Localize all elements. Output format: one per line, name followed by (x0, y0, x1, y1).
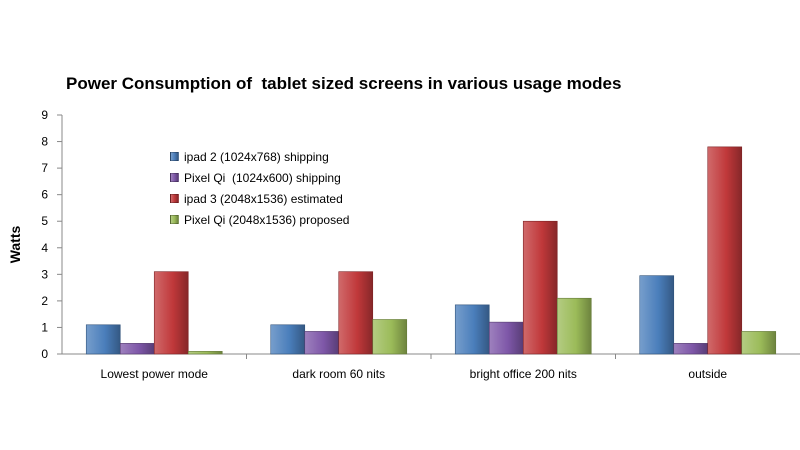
bar (556, 297, 592, 355)
bar (304, 331, 340, 355)
legend-swatch (170, 173, 179, 182)
bar (85, 324, 121, 355)
bar (741, 331, 777, 355)
legend-item: Pixel Qi (2048x1536) proposed (170, 209, 349, 230)
x-tick-label: outside (688, 367, 727, 381)
bar (488, 321, 524, 355)
legend: ipad 2 (1024x768) shipping Pixel Qi (1024… (170, 146, 349, 230)
y-tick-label: 0 (41, 347, 48, 361)
chart-title: Power Consumption of tablet sized screen… (66, 74, 622, 93)
x-tick-label: dark room 60 nits (292, 367, 385, 381)
bar (639, 275, 675, 355)
bars (85, 146, 777, 355)
bar (454, 304, 490, 355)
legend-swatch (170, 194, 179, 203)
y-axis-title: Watts (7, 225, 23, 263)
y-tick-label: 2 (41, 294, 48, 308)
legend-swatch (170, 215, 179, 224)
y-tick-label: 4 (41, 241, 48, 255)
bar (187, 351, 223, 355)
labels: 0 1 2 3 4 5 6 7 8 9 Watts Lowest power mode dark roo… (7, 108, 727, 381)
x-tick-label: Lowest power mode (101, 367, 209, 381)
bar (673, 343, 709, 355)
y-tick-label: 7 (41, 161, 48, 175)
y-tick-label: 6 (41, 188, 48, 202)
y-tick-label: 3 (41, 267, 48, 281)
legend-label: Pixel Qi (2048x1536) proposed (184, 212, 350, 227)
bar (522, 220, 558, 355)
bar (119, 343, 155, 355)
legend-item: Pixel Qi (1024x600) shipping (170, 167, 349, 188)
legend-label: Pixel Qi (1024x600) shipping (184, 170, 341, 185)
legend-label: ipad 3 (2048x1536) estimated (184, 191, 343, 206)
legend-item: ipad 2 (1024x768) shipping (170, 146, 349, 167)
legend-item: ipad 3 (2048x1536) estimated (170, 188, 349, 209)
y-tick-label: 5 (41, 214, 48, 228)
x-tick-label: bright office 200 nits (470, 367, 577, 381)
bar (338, 271, 374, 355)
bar (372, 319, 408, 355)
bar (270, 324, 306, 355)
y-tick-label: 1 (41, 320, 48, 334)
legend-label: ipad 2 (1024x768) shipping (184, 149, 329, 164)
legend-swatch (170, 152, 179, 161)
bar (707, 146, 743, 355)
bar (153, 271, 189, 355)
y-tick-label: 8 (41, 135, 48, 149)
y-tick-label: 9 (41, 108, 48, 122)
